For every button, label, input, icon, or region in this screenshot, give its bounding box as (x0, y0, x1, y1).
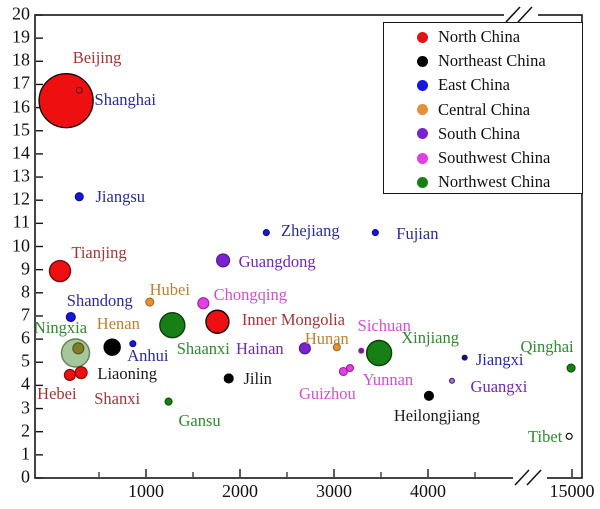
data-point-hubei (145, 297, 155, 307)
axis-break-slash-icon (514, 469, 530, 486)
data-point-guizhou (338, 366, 348, 377)
legend-dot-icon (417, 176, 428, 188)
data-point-inner-mongolia (205, 309, 230, 334)
data-point-heilongjiang (423, 390, 434, 401)
legend-item-label: Northwest China (438, 172, 551, 192)
data-point-hebei (63, 368, 76, 382)
legend-item-label: South China (438, 123, 521, 143)
axis-break-slash-icon (505, 6, 521, 23)
legend-dot-icon (417, 128, 428, 140)
legend-item-south-china: South China (384, 122, 582, 146)
legend-dot-icon (417, 31, 428, 43)
data-point-hunan (332, 343, 341, 352)
data-point-qinghai (566, 363, 576, 373)
axis-break-slash-icon (526, 469, 542, 486)
data-point-chongqing (197, 297, 210, 310)
legend-item-label: Northeast China (438, 51, 546, 71)
data-point-henan (72, 342, 85, 355)
data-point-anhui (129, 340, 137, 348)
data-point-guangdong (216, 253, 231, 268)
legend-item-label: Central China (438, 99, 531, 119)
legend-item-label: Southwest China (438, 148, 551, 168)
axis-break-gap-bottom (513, 471, 547, 485)
data-point-jiangsu (74, 192, 84, 202)
legend-item-north-china: North China (384, 25, 582, 49)
data-point-tibet (565, 432, 573, 440)
data-point-hainan (298, 342, 311, 355)
data-point-shandong (65, 312, 76, 323)
data-point-shaanxi (159, 312, 186, 339)
plot-frame (34, 14, 583, 479)
legend-dot-icon (417, 104, 428, 116)
data-point-gansu (164, 397, 173, 406)
data-point-beijing (38, 72, 94, 129)
data-point-shanxi (74, 366, 88, 380)
legend-item-central-china: Central China (384, 98, 582, 122)
legend-item-label: East China (438, 75, 510, 95)
legend-item-east-china: East China (384, 73, 582, 97)
legend-item-label: North China (438, 27, 521, 47)
legend-dot-icon (417, 55, 428, 67)
legend-item-northwest-china: Northwest China (384, 170, 582, 194)
axis-break-slash-icon (517, 6, 533, 23)
data-point-shanghai (75, 86, 83, 94)
data-point-jiangxi (461, 354, 468, 361)
legend-item-southwest-china: Southwest China (384, 146, 582, 170)
data-point-xinjiang (365, 339, 393, 367)
data-point-guangxi (448, 377, 456, 384)
legend-dot-icon (417, 152, 428, 164)
data-point-tianjing (48, 259, 72, 283)
data-point-yunnan (345, 363, 355, 373)
data-point-liaoning (103, 338, 121, 356)
data-point-zhejiang (262, 229, 270, 237)
legend: North China Northeast China East China Cent… (383, 22, 583, 194)
legend-dot-icon (417, 79, 428, 91)
legend-item-northeast-china: Northeast China (384, 49, 582, 73)
data-point-fujian (371, 229, 379, 237)
data-point-sichuan (358, 347, 365, 354)
data-point-jilin (223, 373, 234, 384)
